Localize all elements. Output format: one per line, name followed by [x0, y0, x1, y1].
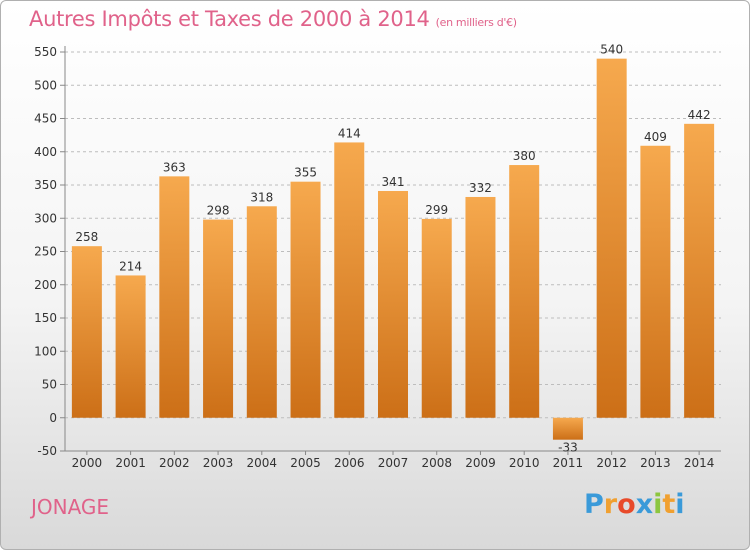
- x-tick-label-2004: 2004: [247, 456, 278, 470]
- data-label-2007: 341: [382, 175, 405, 189]
- bar-2002: [159, 176, 190, 418]
- y-tick-label: 400: [34, 145, 57, 159]
- logo-letter: r: [603, 489, 618, 520]
- y-tick-labels: -50 0 50 100 150 200 250 300 350 400 450 500 550: [34, 45, 57, 458]
- data-label-2005: 355: [294, 166, 317, 180]
- logo-letter: x: [635, 489, 654, 520]
- x-tick-label-2008: 2008: [421, 456, 452, 470]
- bar-2008: [421, 218, 452, 418]
- data-labels: 258 214 363 298 318 355 414 341 299 332 380 -33 540 4…: [75, 43, 710, 455]
- y-tick-label: -50: [37, 444, 57, 458]
- bar-2009: [465, 196, 496, 418]
- y-tick-label: 550: [34, 45, 57, 59]
- x-tick-label-2005: 2005: [290, 456, 321, 470]
- data-label-2004: 318: [250, 190, 273, 204]
- bar-2014: [684, 123, 715, 418]
- y-tick-label: 250: [34, 245, 57, 259]
- bar-2003: [203, 219, 234, 418]
- chart-title: Autres Impôts et Taxes de 2000 à 2014 (en…: [29, 7, 517, 31]
- logo-letter: P: [584, 489, 604, 520]
- data-label-2008: 299: [425, 203, 448, 217]
- x-tick-label-2014: 2014: [684, 456, 715, 470]
- data-label-2009: 332: [469, 181, 492, 195]
- data-label-2010: 380: [513, 149, 536, 163]
- y-tick-label: 450: [34, 112, 57, 126]
- logo-letter: t: [662, 489, 676, 520]
- bar-2013: [640, 145, 671, 418]
- y-tick-label: 0: [49, 411, 57, 425]
- bar-2010: [509, 165, 540, 418]
- y-tick-label: 100: [34, 344, 57, 358]
- y-tick-label: 300: [34, 211, 57, 225]
- bar-2000: [71, 246, 102, 418]
- data-label-2001: 214: [119, 259, 142, 273]
- y-tick-label: 500: [34, 78, 57, 92]
- data-label-2000: 258: [75, 230, 98, 244]
- data-label-2013: 409: [644, 130, 667, 144]
- commune-name: JONAGE: [31, 495, 110, 519]
- logo-letter: i: [675, 489, 685, 520]
- x-tick-label-2012: 2012: [596, 456, 627, 470]
- data-label-2006: 414: [338, 126, 361, 140]
- y-tick-label: 200: [34, 278, 57, 292]
- y-tick-label: 150: [34, 311, 57, 325]
- x-tick-label-2003: 2003: [203, 456, 234, 470]
- y-tick-label: 350: [34, 178, 57, 192]
- logo-letter: o: [617, 489, 636, 520]
- bar-2012: [596, 58, 627, 418]
- x-tick-label-2007: 2007: [378, 456, 409, 470]
- x-tick-label-2009: 2009: [465, 456, 496, 470]
- x-tick-label-2010: 2010: [509, 456, 540, 470]
- data-label-2014: 442: [688, 108, 711, 122]
- data-label-2012: 540: [600, 43, 623, 57]
- proxiti-logo[interactable]: Proxiti: [584, 489, 685, 520]
- y-tick-label: 50: [42, 378, 57, 392]
- logo-letter: i: [653, 489, 663, 520]
- bar-2005: [290, 181, 321, 418]
- x-tick-label-2000: 2000: [72, 456, 103, 470]
- x-tick-label-2002: 2002: [159, 456, 190, 470]
- x-tick-label-2011: 2011: [553, 456, 584, 470]
- data-label-2003: 298: [207, 204, 230, 218]
- bars: [71, 58, 715, 440]
- x-tick-label-2006: 2006: [334, 456, 365, 470]
- x-tick-label-2001: 2001: [115, 456, 146, 470]
- bar-2006: [334, 142, 365, 418]
- x-tick-label-2013: 2013: [640, 456, 671, 470]
- axes: [64, 46, 721, 455]
- bar-2007: [378, 190, 408, 418]
- bar-2001: [115, 275, 146, 418]
- chart-title-text: Autres Impôts et Taxes de 2000 à 2014: [29, 7, 430, 31]
- data-label-2011: -33: [558, 441, 578, 455]
- bar-2004: [246, 206, 277, 418]
- data-label-2002: 363: [163, 160, 186, 174]
- x-tick-labels: 2000 2001 2002 2003 2004 2005 2006 2007 2008 2009…: [72, 456, 715, 470]
- bar-2011: [552, 417, 583, 440]
- chart-subtitle: (en milliers d'€): [435, 16, 517, 29]
